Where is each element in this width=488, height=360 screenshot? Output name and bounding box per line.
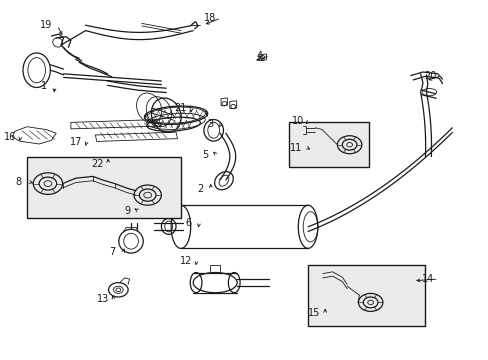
Text: 6: 6 [185,218,191,228]
FancyBboxPatch shape [27,157,181,218]
Text: 2: 2 [197,184,203,194]
Text: 10: 10 [291,116,304,126]
Text: 8: 8 [16,177,21,187]
Text: 4: 4 [256,51,262,61]
Text: 11: 11 [289,143,302,153]
Text: 13: 13 [96,294,109,304]
Text: 5: 5 [202,150,208,160]
Text: 1: 1 [41,81,47,91]
Text: 14: 14 [421,274,433,284]
Text: 22: 22 [91,159,104,169]
Text: 7: 7 [109,247,115,257]
Text: 19: 19 [40,20,53,30]
Text: 21: 21 [174,103,187,113]
FancyBboxPatch shape [288,122,368,167]
Text: 12: 12 [179,256,192,266]
FancyBboxPatch shape [307,265,425,326]
Text: 18: 18 [203,13,216,23]
Text: 20: 20 [423,71,436,81]
Text: 3: 3 [207,119,213,129]
Text: 15: 15 [307,308,320,318]
Text: 9: 9 [124,206,130,216]
Text: 17: 17 [69,137,82,147]
Text: 16: 16 [3,132,16,142]
